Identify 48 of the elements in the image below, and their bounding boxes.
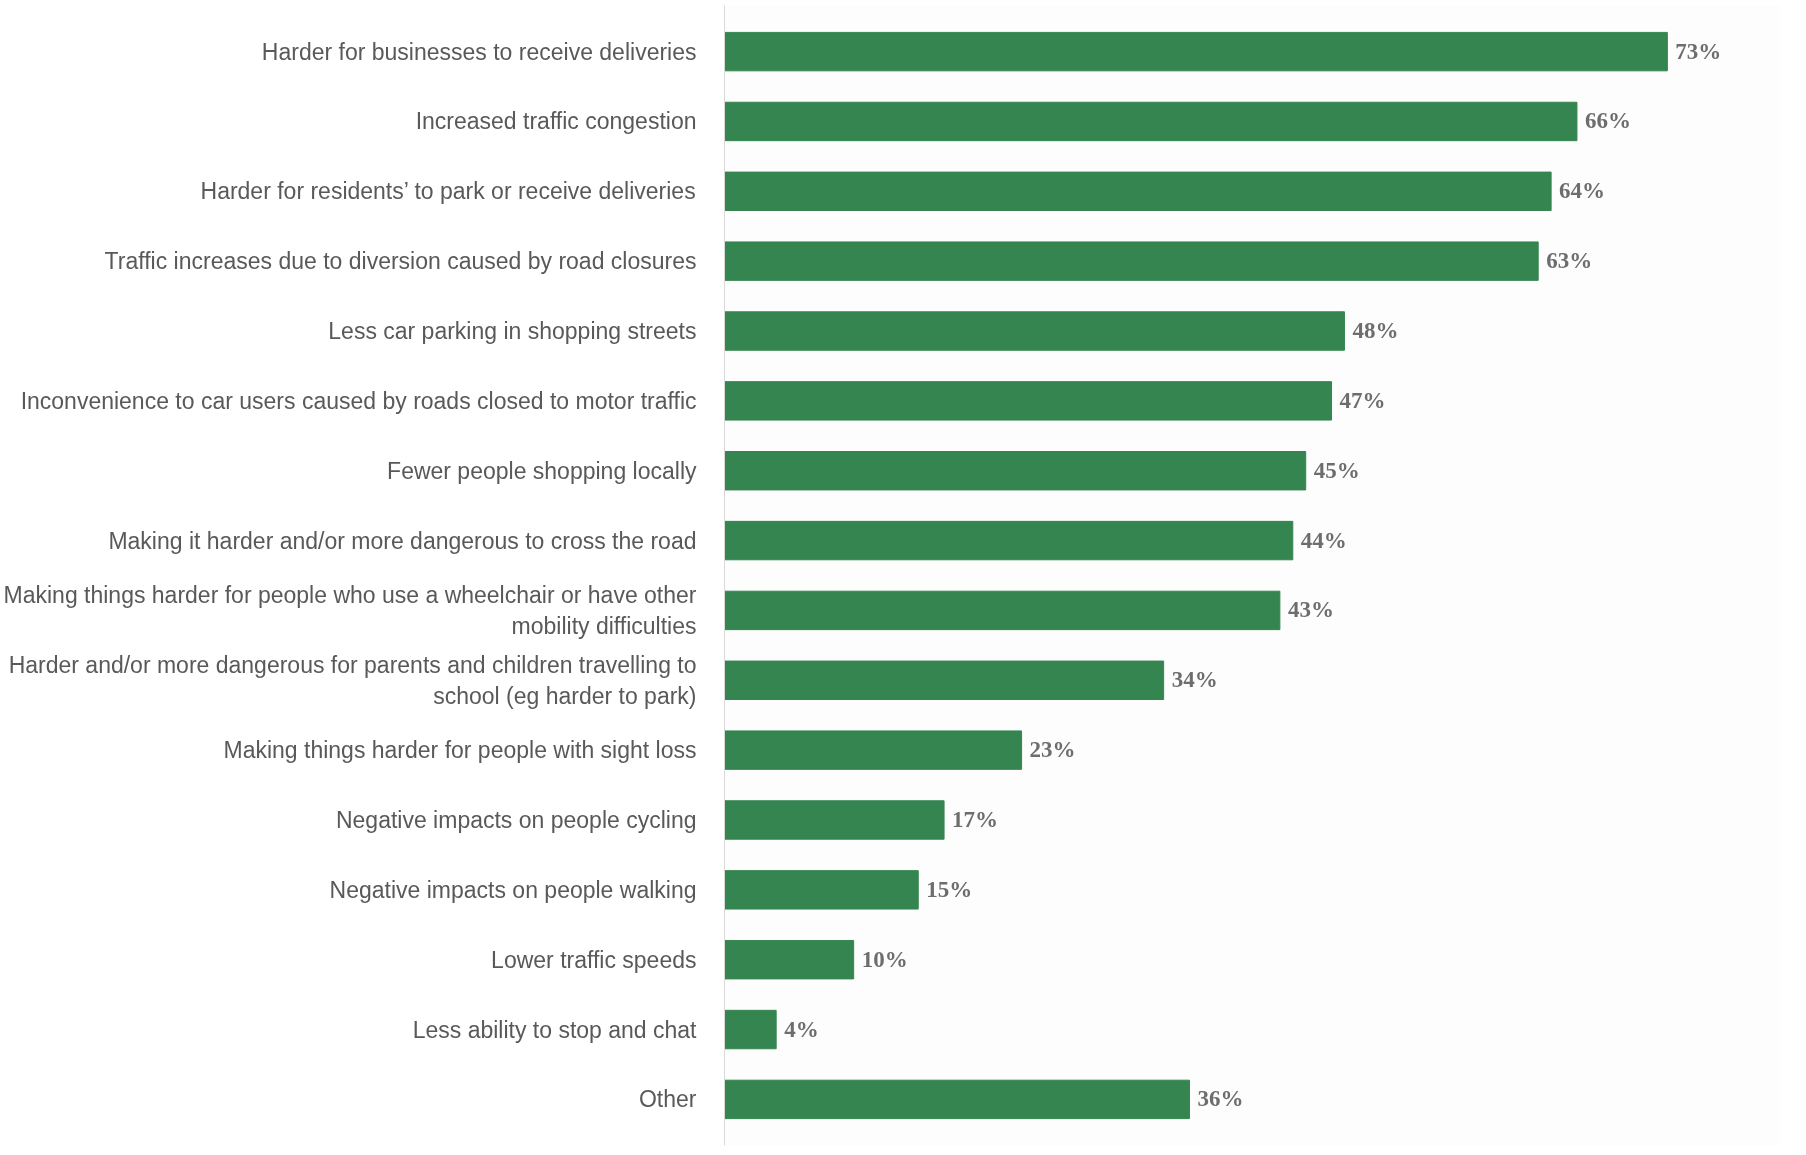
data-label: 4% xyxy=(784,1016,819,1042)
bar xyxy=(724,520,1294,561)
y-tick-label: Less ability to stop and chat xyxy=(412,1016,698,1043)
bar xyxy=(724,31,1668,72)
y-tick-label: Harder for businesses to receive deliveries xyxy=(261,38,697,65)
bar xyxy=(724,1009,777,1050)
data-label: 66% xyxy=(1584,108,1631,134)
y-tick-label: Inconvenience to car users caused by roads closed to motor traffic xyxy=(20,387,697,414)
bar xyxy=(724,730,1023,770)
y-tick-label: Lower traffic speeds xyxy=(491,946,697,973)
data-label: 10% xyxy=(861,946,908,972)
y-tick-label: Negative impacts on people walking xyxy=(329,876,697,903)
data-label: 36% xyxy=(1197,1086,1244,1112)
data-label: 17% xyxy=(952,806,999,832)
y-tick-label: Negative impacts on people cycling xyxy=(335,806,697,833)
data-label: 48% xyxy=(1352,318,1399,344)
bar xyxy=(724,1079,1190,1120)
y-tick-label: Less car parking in shopping streets xyxy=(328,318,697,345)
data-label: 34% xyxy=(1171,667,1218,693)
y-tick-label: Making things harder for people with sight loss xyxy=(223,737,697,764)
bar xyxy=(724,660,1165,700)
bar xyxy=(724,101,1578,142)
data-label: 43% xyxy=(1287,597,1334,623)
data-label: 45% xyxy=(1313,457,1360,483)
bar xyxy=(724,939,855,980)
bar xyxy=(724,241,1539,281)
y-tick-label: Harder for residents’ to park or receive deliveries xyxy=(200,178,696,205)
data-label: 64% xyxy=(1559,178,1606,204)
data-label: 47% xyxy=(1339,387,1386,413)
bar xyxy=(724,800,945,840)
data-label: 44% xyxy=(1300,527,1347,553)
y-tick-label: Harder and/or more dangerous for parents and children travelling to school (eg harder to park) xyxy=(8,651,697,709)
bar xyxy=(724,311,1345,351)
bar xyxy=(724,171,1552,212)
y-tick-label: Increased traffic congestion xyxy=(415,108,697,135)
data-label: 15% xyxy=(926,876,973,902)
y-tick-label: Other xyxy=(638,1086,697,1113)
bar xyxy=(724,870,919,910)
y-tick-label: Making things harder for people who use a wheelchair or have other mobility difficulties xyxy=(3,581,697,640)
data-label: 63% xyxy=(1546,248,1593,274)
y-tick-label: Making it harder and/or more dangerous to cross the road xyxy=(108,527,697,554)
bar xyxy=(724,451,1307,491)
y-tick-label: Fewer people shopping locally xyxy=(387,457,697,484)
data-label: 23% xyxy=(1029,737,1076,763)
y-tick-label: Traffic increases due to diversion caused by road closures xyxy=(104,248,697,275)
data-label: 73% xyxy=(1675,38,1722,64)
bar xyxy=(724,590,1281,631)
bar xyxy=(724,381,1333,421)
